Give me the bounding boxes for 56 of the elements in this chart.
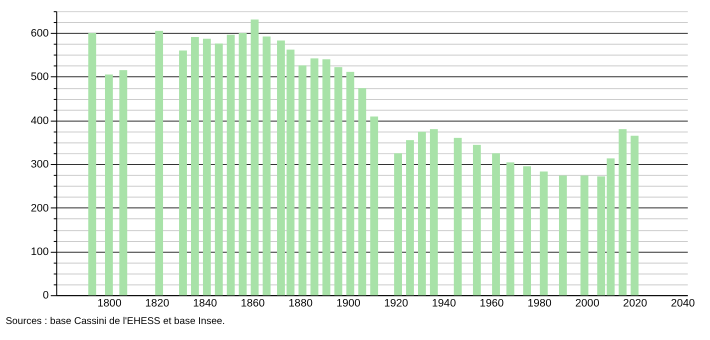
bar (454, 138, 462, 296)
bar (202, 38, 211, 296)
bar (214, 44, 223, 296)
bar (492, 153, 500, 296)
bar (472, 144, 481, 296)
bar (540, 172, 548, 296)
bar (179, 50, 187, 296)
bar (523, 166, 532, 296)
bar (238, 33, 247, 296)
bar (346, 72, 354, 296)
bar (88, 33, 96, 296)
bar (558, 175, 567, 296)
bar (226, 34, 235, 296)
bar (250, 19, 259, 296)
x-tick-label: 2040 (670, 298, 695, 310)
y-tick-label: 600 (30, 27, 49, 40)
x-tick-label: 1800 (97, 298, 122, 310)
bar (155, 30, 164, 296)
bar (119, 70, 128, 296)
bar (618, 129, 627, 296)
bar (334, 67, 342, 296)
bar (370, 116, 378, 296)
x-tick-label: 1900 (336, 298, 360, 310)
x-tick-label: 1880 (288, 298, 313, 310)
y-tick-label: 400 (30, 114, 49, 127)
bar (310, 58, 318, 296)
bar (298, 65, 306, 296)
bar (506, 162, 514, 296)
bar (630, 136, 639, 296)
x-tick-label: 2020 (623, 298, 648, 310)
y-tick-label: 0 (42, 290, 49, 302)
y-tick-label: 100 (30, 246, 49, 258)
x-tick-label: 1860 (240, 298, 265, 310)
x-tick-label: 1980 (527, 298, 552, 310)
bar (394, 153, 402, 296)
bar (606, 158, 615, 296)
y-tick-label: 500 (30, 71, 49, 84)
x-tick-label: 1920 (384, 298, 408, 310)
bar (191, 36, 199, 296)
x-tick-label: 1840 (192, 298, 218, 310)
bar (418, 132, 426, 296)
x-tick-label: 1820 (145, 298, 170, 310)
x-tick-label: 2000 (575, 298, 600, 310)
bar (358, 88, 366, 296)
bar (406, 140, 414, 296)
x-tick-label: 1960 (480, 298, 504, 310)
bar (430, 129, 438, 296)
bar (262, 36, 271, 296)
bar (597, 176, 606, 296)
y-tick-label: 200 (30, 202, 49, 214)
bar (104, 74, 113, 296)
bar (322, 59, 330, 296)
bar (580, 175, 588, 296)
y-tick-label: 300 (30, 158, 49, 171)
source-note: Sources : base Cassini de l'EHESS et base Insee. (6, 316, 226, 327)
x-tick-label: 1940 (432, 298, 456, 310)
